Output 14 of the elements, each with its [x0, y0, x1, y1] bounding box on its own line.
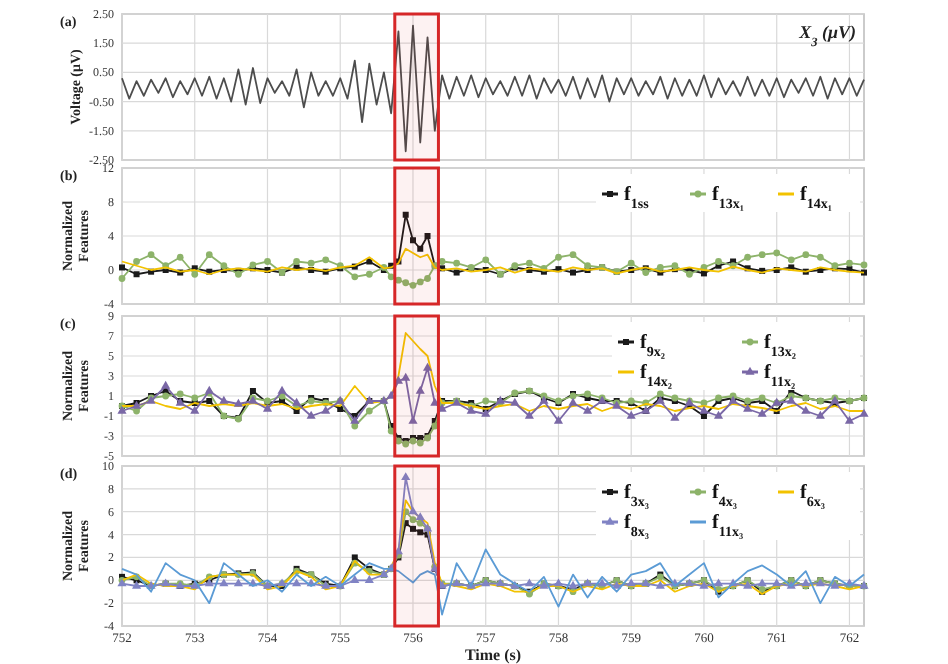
- x-axis-title: Time (s): [464, 646, 522, 664]
- legend-label: f$_{1ss}$: [624, 184, 650, 212]
- legend-label: f$_{14x₁}$: [800, 184, 832, 212]
- legend-label: f$_{6x₃}$: [800, 482, 825, 510]
- legend-label: f$_{11x₃}$: [712, 512, 744, 540]
- annotation: X$_{3}$ (μV): [797, 22, 856, 49]
- legend-label: f$_{13x₁}$: [712, 184, 744, 212]
- legend-label: f$_{13x₂}$: [764, 332, 796, 360]
- legend-label: f$_{8x₃}$: [624, 512, 649, 540]
- legend-label: f$_{11x₂}$: [764, 362, 796, 390]
- legend-label: f$_{4x₃}$: [712, 482, 737, 510]
- legend-label: f$_{3x₃}$: [624, 482, 649, 510]
- legend-label: f$_{9x₂}$: [640, 332, 665, 360]
- legend-label: f$_{14x₂}$: [640, 362, 672, 390]
